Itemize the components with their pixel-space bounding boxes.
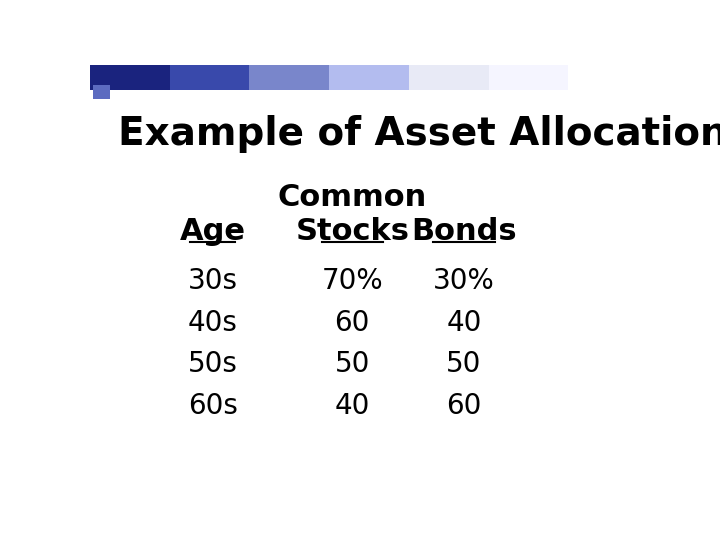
Text: 60s: 60s	[188, 392, 238, 420]
Text: Bonds: Bonds	[411, 217, 517, 246]
Text: 50: 50	[335, 350, 370, 378]
FancyBboxPatch shape	[568, 65, 651, 90]
Text: Stocks: Stocks	[295, 217, 409, 246]
FancyBboxPatch shape	[329, 65, 412, 90]
Text: 30s: 30s	[188, 267, 238, 295]
Text: Age: Age	[180, 217, 246, 246]
FancyBboxPatch shape	[249, 65, 332, 90]
Text: 60: 60	[446, 392, 482, 420]
Text: Example of Asset Allocation: Example of Asset Allocation	[118, 114, 720, 153]
Text: 40: 40	[335, 392, 370, 420]
Text: Common: Common	[278, 184, 427, 212]
Text: 50: 50	[446, 350, 482, 378]
Text: 50s: 50s	[188, 350, 238, 378]
FancyBboxPatch shape	[489, 65, 571, 90]
Text: 60: 60	[335, 308, 370, 336]
Text: 40: 40	[446, 308, 482, 336]
FancyBboxPatch shape	[90, 65, 173, 90]
Text: 30%: 30%	[433, 267, 495, 295]
Text: 70%: 70%	[321, 267, 383, 295]
FancyBboxPatch shape	[93, 85, 109, 99]
FancyBboxPatch shape	[409, 65, 491, 90]
FancyBboxPatch shape	[170, 65, 252, 90]
FancyBboxPatch shape	[93, 68, 109, 82]
Text: 40s: 40s	[188, 308, 238, 336]
